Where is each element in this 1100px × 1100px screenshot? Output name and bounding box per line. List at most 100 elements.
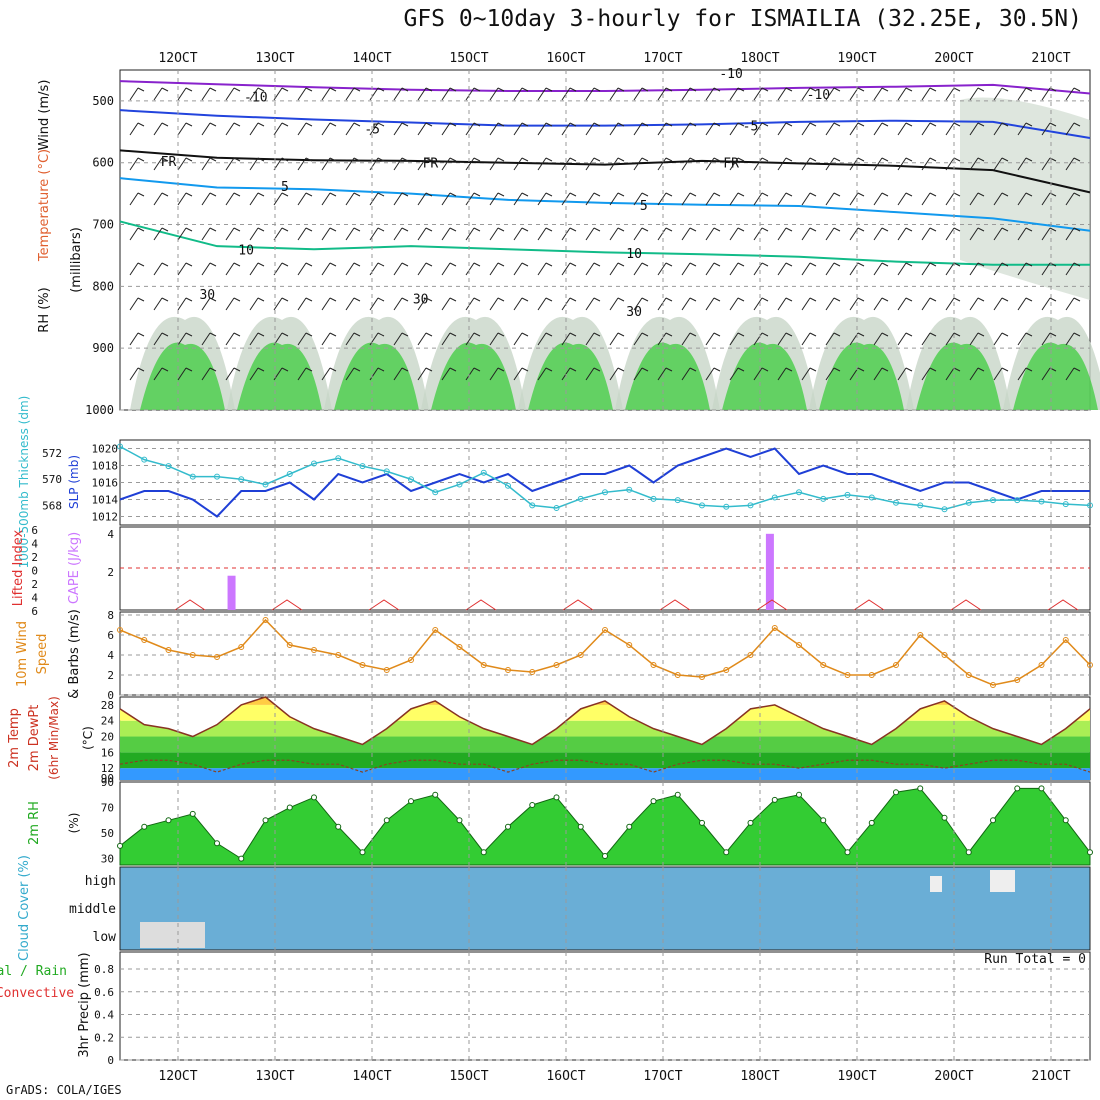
wind-barb bbox=[705, 297, 715, 311]
wind-barb-flag bbox=[977, 192, 985, 197]
wind-barb-flag bbox=[857, 192, 865, 197]
wind-barb bbox=[969, 157, 979, 171]
rh-area-green bbox=[528, 342, 613, 410]
wind-barb-flag bbox=[161, 367, 169, 372]
wind-barb bbox=[1017, 297, 1027, 311]
rh-point bbox=[674, 791, 681, 798]
wind-barb bbox=[345, 262, 355, 276]
wind-barb-flag bbox=[593, 157, 601, 162]
wind-barb-flag bbox=[857, 297, 865, 302]
thickness-point bbox=[917, 502, 924, 509]
wind-barb bbox=[921, 87, 931, 101]
wind-barb-flag bbox=[137, 157, 145, 162]
wind-barb bbox=[225, 332, 235, 346]
wind-barb bbox=[441, 157, 451, 171]
wind-barb bbox=[825, 332, 835, 346]
wind-barb-flag bbox=[185, 262, 193, 267]
wind-barb bbox=[921, 297, 931, 311]
rh-point bbox=[359, 849, 366, 856]
wind-barb bbox=[345, 227, 355, 241]
wind-barb bbox=[609, 227, 619, 241]
wind-barb-flag bbox=[617, 297, 625, 302]
wind-barb bbox=[177, 192, 187, 206]
wind-barb-flag bbox=[857, 367, 865, 372]
wind-barb bbox=[513, 262, 523, 276]
wind-barb bbox=[825, 122, 835, 136]
wind-barb bbox=[513, 227, 523, 241]
wind-barb-flag bbox=[1025, 262, 1033, 267]
rh-point bbox=[505, 823, 511, 830]
wind-barb bbox=[465, 367, 475, 381]
wind-barb bbox=[225, 297, 235, 311]
li-line bbox=[853, 599, 885, 611]
wind-barb bbox=[1065, 262, 1075, 276]
wind-barb bbox=[945, 367, 955, 381]
wind-barb-flag bbox=[521, 262, 529, 267]
wind-barb-flag bbox=[497, 297, 505, 302]
wind-barb bbox=[1065, 297, 1075, 311]
wind-barb bbox=[369, 192, 379, 206]
wind-barb bbox=[153, 87, 163, 101]
wind-barb-flag bbox=[713, 367, 721, 372]
wind-barb-flag bbox=[641, 262, 649, 267]
cape-tick-label: 2 bbox=[107, 566, 114, 579]
thickness-tick-label: 570 bbox=[42, 473, 62, 486]
wind-barb-flag bbox=[185, 87, 193, 92]
panel-frame-7 bbox=[119, 951, 1091, 1061]
wind-barb-flag bbox=[761, 227, 769, 232]
wind-barb bbox=[465, 122, 475, 136]
wind-barb bbox=[801, 367, 811, 381]
wind-barb-flag bbox=[545, 262, 553, 267]
thickness-point bbox=[990, 497, 996, 504]
wind-barb bbox=[873, 227, 883, 241]
legend-convective: Convective bbox=[0, 986, 74, 1001]
rh-point bbox=[577, 823, 584, 830]
thickness-axis-title: 1000-500mb Thickness (dm) bbox=[17, 396, 31, 569]
wind-barb-flag bbox=[785, 332, 793, 337]
wind-barb-flag bbox=[833, 332, 841, 337]
wind-barb-flag bbox=[737, 87, 745, 92]
wind-barb bbox=[897, 87, 907, 101]
wind-barb-flag bbox=[281, 87, 289, 92]
contour-label: 10 bbox=[238, 243, 254, 258]
wind-barb bbox=[441, 262, 451, 276]
wind-barb bbox=[897, 297, 907, 311]
wind-barb bbox=[489, 87, 499, 101]
wind-barb bbox=[657, 192, 667, 206]
rh-point bbox=[141, 823, 148, 830]
wind-barb bbox=[417, 192, 427, 206]
wind-barb bbox=[249, 87, 259, 101]
thickness-point bbox=[965, 499, 972, 506]
wind-barb-flag bbox=[1073, 192, 1081, 197]
wind-barb bbox=[753, 87, 763, 101]
wind-barb bbox=[345, 297, 355, 311]
wind-barb-flag bbox=[953, 157, 961, 162]
wind-barb bbox=[585, 87, 595, 101]
wind-barb bbox=[897, 367, 907, 381]
wind-barb-flag bbox=[233, 227, 241, 232]
rh-point bbox=[844, 849, 851, 856]
li-tick-label: 0 bbox=[31, 565, 38, 578]
wind-barb bbox=[465, 332, 475, 346]
wind-barb-flag bbox=[425, 297, 433, 302]
wind-barb-flag bbox=[857, 87, 865, 92]
wind-barb bbox=[201, 87, 211, 101]
wind-barb-flag bbox=[209, 332, 217, 337]
wind-barb bbox=[273, 297, 283, 311]
wind-barb-flag bbox=[209, 367, 217, 372]
wind-barb bbox=[561, 262, 571, 276]
rh-area bbox=[119, 787, 1091, 866]
wind-barb-flag bbox=[473, 122, 481, 127]
wind-barb-flag bbox=[329, 192, 337, 197]
wind-barb bbox=[441, 227, 451, 241]
wind-speed-point bbox=[1087, 662, 1093, 668]
wind-barb-flag bbox=[233, 87, 241, 92]
wind-barb bbox=[945, 192, 955, 206]
rh-point bbox=[1062, 817, 1069, 824]
wind-barb-flag bbox=[209, 227, 217, 232]
wind-barb bbox=[921, 367, 931, 381]
wind-barb bbox=[729, 122, 739, 136]
wind-barb-flag bbox=[425, 157, 433, 162]
wind-barb bbox=[705, 87, 715, 101]
thickness-point bbox=[626, 486, 633, 493]
